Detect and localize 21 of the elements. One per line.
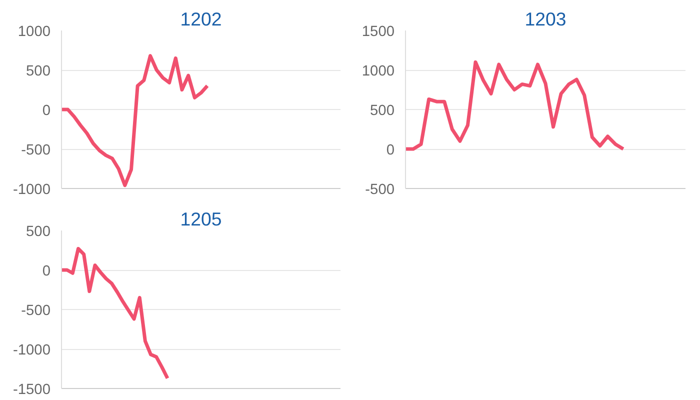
y-tick-label: -500 xyxy=(365,182,395,198)
chart-title: 1205 xyxy=(180,208,222,230)
chart-title: 1202 xyxy=(180,8,222,30)
y-tick-label: 0 xyxy=(386,142,395,158)
y-tick-label: 1000 xyxy=(18,24,51,40)
y-tick-label: -500 xyxy=(21,303,51,319)
y-tick-label: 500 xyxy=(26,64,51,80)
y-tick-label: 500 xyxy=(26,224,51,240)
line-series xyxy=(406,60,626,151)
line-series xyxy=(62,246,170,380)
chart-title: 1203 xyxy=(524,8,566,30)
y-tick-label: -1500 xyxy=(13,382,51,398)
y-tick-label: -1000 xyxy=(13,182,51,198)
y-tick-label: -1000 xyxy=(13,342,51,358)
y-tick-label: 1000 xyxy=(362,64,395,80)
line-series xyxy=(62,54,210,188)
y-tick-label: 0 xyxy=(42,103,51,119)
y-tick-label: 1500 xyxy=(362,24,395,40)
y-tick-label: -500 xyxy=(21,142,51,158)
y-tick-label: 0 xyxy=(42,264,51,280)
y-tick-label: 500 xyxy=(370,103,395,119)
